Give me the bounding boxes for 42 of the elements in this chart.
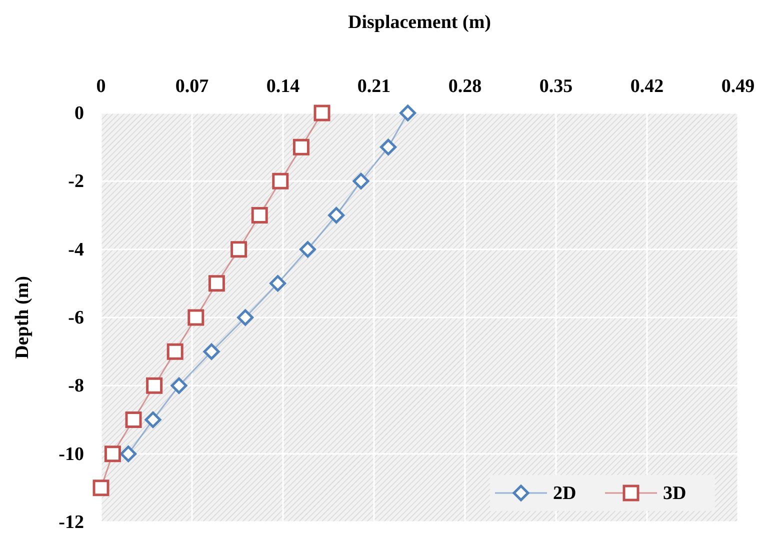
point <box>352 172 370 190</box>
point <box>299 241 316 258</box>
point <box>237 309 254 326</box>
y-tick-label: -10 <box>58 444 84 465</box>
y-tick-label: -6 <box>68 308 84 328</box>
y-tick-label: -8 <box>68 376 84 397</box>
x-tick-label: 0.35 <box>539 76 573 97</box>
y-tick-label: 0 <box>74 103 84 124</box>
point <box>230 241 248 258</box>
point <box>92 480 110 496</box>
x-tick-label: 0.21 <box>357 76 391 97</box>
point <box>125 412 142 428</box>
y-tick-label: -4 <box>68 239 84 260</box>
point <box>146 377 163 394</box>
x-tick-label: 0 <box>96 76 106 97</box>
legend-label: 2D <box>553 483 576 504</box>
y-axis-title: Depth (m) <box>12 276 33 359</box>
x-tick-label: 0.42 <box>630 76 664 97</box>
point <box>270 275 286 292</box>
y-tick-label: -2 <box>68 171 84 192</box>
legend-label: 3D <box>663 483 686 504</box>
point <box>170 377 188 394</box>
point <box>208 275 225 292</box>
x-tick-label: 0.07 <box>175 76 210 97</box>
x-axis-title: Displacement (m) <box>348 12 491 33</box>
y-tick-label: -12 <box>58 512 84 533</box>
point <box>188 309 204 326</box>
point <box>272 172 289 190</box>
x-tick-label: 0.49 <box>721 76 755 97</box>
point <box>144 412 162 428</box>
point <box>314 104 330 122</box>
point <box>203 343 220 360</box>
point <box>251 207 268 224</box>
point <box>166 343 184 360</box>
point <box>104 446 121 462</box>
point <box>120 446 137 462</box>
point <box>292 138 310 156</box>
point <box>380 138 397 156</box>
x-tick-label: 0.28 <box>448 76 482 97</box>
point <box>328 207 345 224</box>
x-tick-label: 0.14 <box>266 76 300 97</box>
point <box>400 104 416 122</box>
